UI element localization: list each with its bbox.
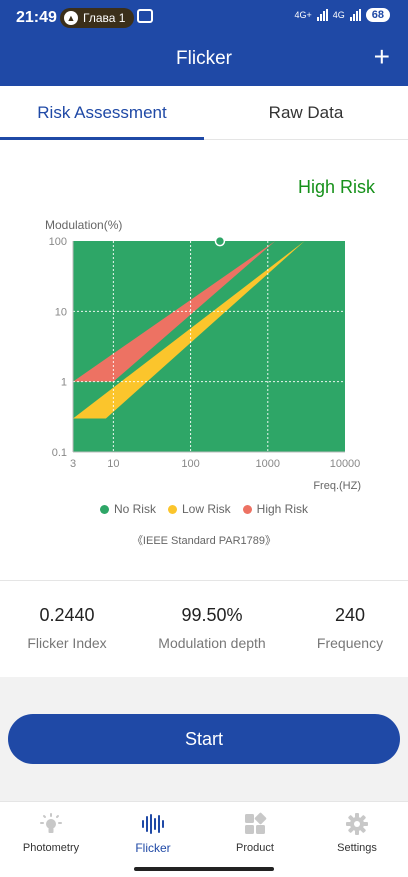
nav-label-settings: Settings	[337, 842, 377, 854]
legend-dot-no-risk	[99, 504, 109, 514]
status-indicators: 4G+ 4G 68	[294, 8, 390, 22]
nav-product[interactable]: Product	[204, 802, 306, 860]
add-button[interactable]: +	[374, 42, 390, 72]
status-bar: 21:49 ▲ Глава 1 4G+ 4G 68	[0, 0, 408, 34]
bulb-icon	[40, 813, 62, 833]
region-low-risk	[73, 241, 305, 419]
legend-dot-high-risk	[242, 504, 252, 514]
status-time: 21:49	[16, 9, 57, 26]
legend-dot-low-risk	[167, 504, 177, 514]
screen-record-icon	[137, 9, 153, 23]
nav-flicker[interactable]: Flicker	[102, 802, 204, 860]
x-tick-label: 10	[107, 458, 119, 470]
legend-label-no-risk: No Risk	[113, 502, 156, 516]
chart-legend: No Risk Low Risk High Risk	[0, 502, 408, 516]
frequency-label: Frequency	[316, 635, 384, 651]
y-tick-label: 1	[61, 377, 67, 389]
navigation-icon: ▲	[64, 11, 78, 25]
metric-modulation-depth: 99.50% Modulation depth	[142, 605, 282, 651]
tab-risk-assessment[interactable]: Risk Assessment	[37, 103, 167, 122]
legend-label-low-risk: Low Risk	[181, 502, 231, 516]
metrics-row: 0.2440 Flicker Index 99.50% Modulation d…	[0, 581, 408, 677]
nav-settings[interactable]: Settings	[306, 802, 408, 860]
legend-item-low-risk: Low Risk	[167, 502, 231, 516]
x-tick-label: 1000	[256, 458, 280, 470]
flicker-index-value: 0.2440	[39, 605, 95, 625]
waveform-icon	[142, 814, 164, 834]
gesture-bar[interactable]	[134, 867, 274, 871]
signal-icon	[316, 9, 328, 21]
y-tick-label: 100	[49, 236, 67, 248]
bottom-nav: Photometry Flicker Product	[0, 801, 408, 859]
nav-photometry[interactable]: Photometry	[0, 802, 102, 860]
gesture-area	[0, 859, 408, 877]
modulation-depth-value: 99.50%	[181, 605, 243, 625]
tab-bar: Risk Assessment Raw Data	[0, 86, 408, 140]
signal-icon-2	[349, 9, 361, 21]
app-header: Flicker +	[0, 34, 408, 86]
x-tick-label: 100	[181, 458, 199, 470]
legend-item-high-risk: High Risk	[242, 502, 309, 516]
battery-icon: 68	[365, 8, 390, 22]
network-label-1: 4G+	[294, 10, 312, 20]
legend-label-high-risk: High Risk	[256, 502, 309, 516]
action-area: Start	[0, 677, 408, 801]
nav-label-flicker: Flicker	[135, 841, 171, 855]
gear-icon	[346, 813, 368, 835]
modulation-depth-label: Modulation depth	[158, 635, 266, 651]
flicker-risk-chart: 3 10 100 1000 10000 0.1 1 10 100 Modulation(%) Fre…	[45, 218, 361, 492]
measurement-point	[214, 235, 226, 247]
divider	[0, 580, 408, 581]
x-tick-label: 10000	[330, 458, 361, 470]
flicker-index-label: Flicker Index	[27, 635, 107, 651]
metric-frequency: 240 Frequency	[300, 605, 400, 651]
status-pill: ▲ Глава 1	[60, 8, 135, 28]
x-axis-label: Freq.(HZ)	[313, 480, 361, 492]
risk-result-label: High Risk	[297, 177, 375, 197]
x-tick-label: 3	[70, 458, 76, 470]
tab-raw-data[interactable]: Raw Data	[268, 103, 344, 122]
y-tick-label: 0.1	[52, 447, 67, 459]
nav-label-product: Product	[236, 842, 274, 854]
plus-icon: +	[373, 41, 390, 72]
frequency-value: 240	[334, 605, 366, 625]
legend-item-no-risk: No Risk	[99, 502, 156, 516]
y-tick-label: 10	[55, 306, 67, 318]
page-title: Flicker	[176, 48, 232, 69]
standard-note: 《IEEE Standard PAR1789》	[131, 535, 277, 547]
active-tab-indicator	[0, 137, 204, 140]
network-label-2: 4G	[332, 10, 345, 20]
start-button[interactable]: Start	[8, 714, 400, 764]
grid-icon	[245, 812, 267, 834]
metric-flicker-index: 0.2440 Flicker Index	[12, 605, 122, 651]
region-no-risk	[73, 241, 345, 452]
y-axis-label: Modulation(%)	[45, 218, 122, 232]
risk-assessment-panel: High Risk 3 10 100 1000 10000 0.1 1 10 100 Modula…	[0, 140, 408, 582]
nav-label-photometry: Photometry	[22, 842, 80, 854]
status-pill-text: Глава 1	[83, 11, 126, 25]
